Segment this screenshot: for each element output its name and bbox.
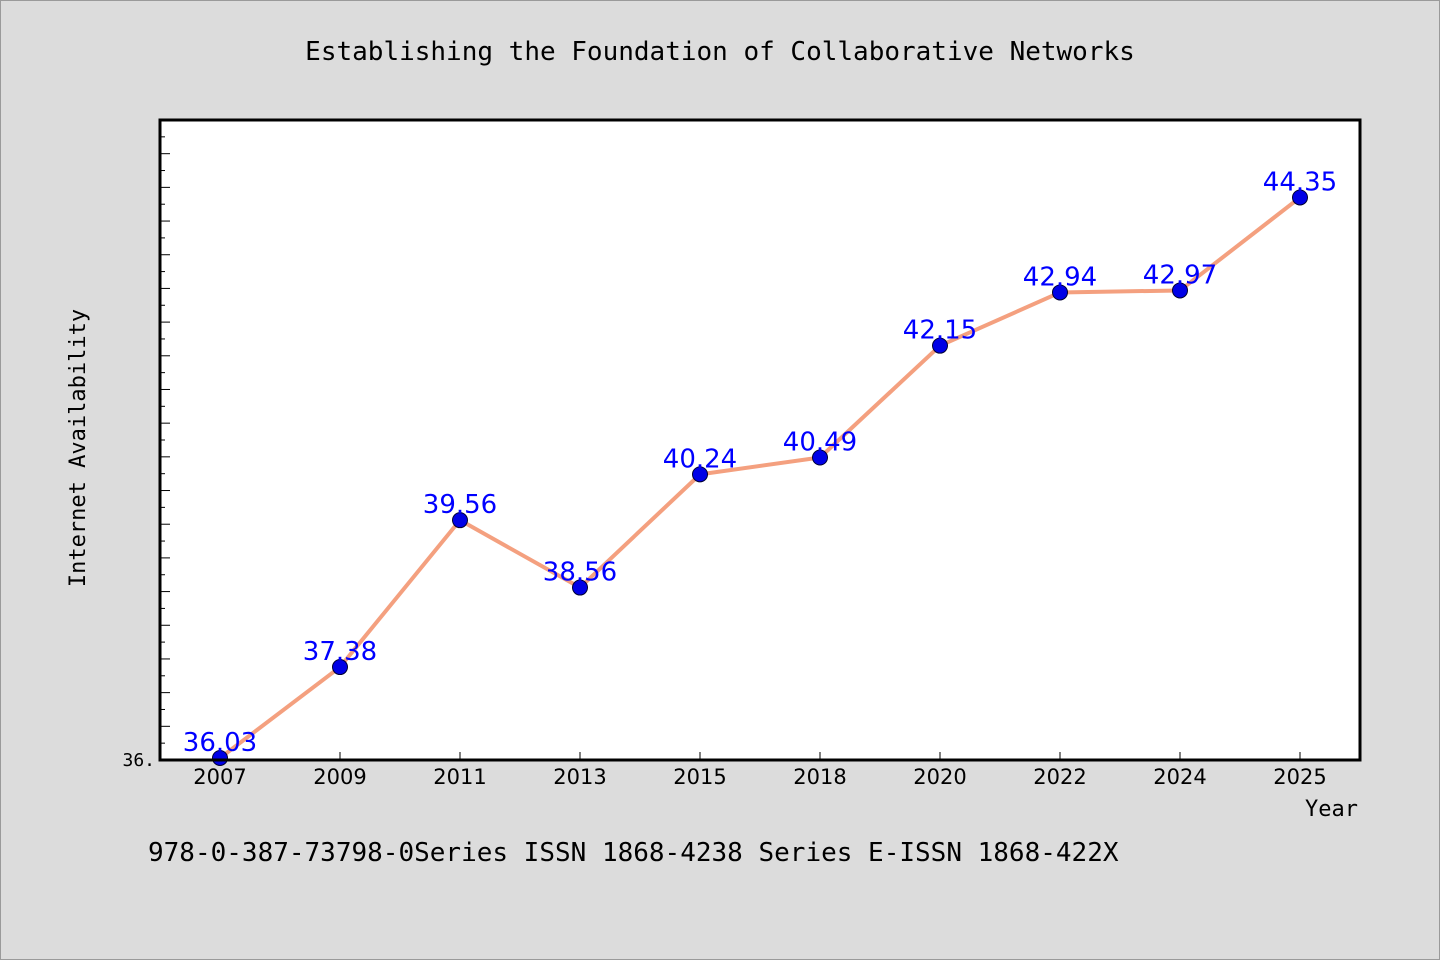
data-point xyxy=(452,512,468,529)
y-axis-label: Internet Availability xyxy=(66,309,91,587)
data-point xyxy=(1292,189,1308,206)
data-label: 42.97 xyxy=(1143,260,1217,290)
footer-text: 978-0-387-73798-0Series ISSN 1868-4238 S… xyxy=(148,838,1119,868)
x-tick-label: 2015 xyxy=(673,765,726,789)
data-point xyxy=(572,579,588,596)
data-label: 44.35 xyxy=(1263,167,1337,197)
x-axis: 2007 2009 2011 2013 2015 2018 2020 2022 2024 2025 xyxy=(193,752,1327,789)
data-point xyxy=(1172,282,1188,299)
data-point xyxy=(932,337,948,354)
x-tick-label: 2007 xyxy=(193,765,246,789)
data-label-layer: 36.03 37.38 39.56 38.56 40.24 40.49 42.15 42.94… xyxy=(183,167,1337,758)
y-tick-label: 36. xyxy=(122,750,155,771)
data-point xyxy=(1052,284,1068,301)
x-tick-label: 2011 xyxy=(433,765,486,789)
x-tick-label: 2020 xyxy=(913,765,966,789)
x-tick-label: 2024 xyxy=(1153,765,1206,789)
series-line xyxy=(218,195,1302,760)
data-label: 38.56 xyxy=(543,558,617,588)
data-label: 40.24 xyxy=(663,444,737,474)
x-tick-label: 2025 xyxy=(1273,765,1326,789)
data-label: 42.94 xyxy=(1023,262,1097,292)
data-point xyxy=(812,449,828,466)
plot-area xyxy=(160,120,1360,760)
series-layer xyxy=(212,189,1308,766)
data-label: 40.49 xyxy=(783,428,857,458)
plot-frame xyxy=(158,118,1362,762)
x-tick-label: 2018 xyxy=(793,765,846,789)
x-tick-label: 2022 xyxy=(1033,765,1086,789)
x-tick-label: 2013 xyxy=(553,765,606,789)
x-tick-label: 2009 xyxy=(313,765,366,789)
data-label: 39.56 xyxy=(423,490,497,520)
data-label: 42.15 xyxy=(903,316,977,346)
data-label: 36.03 xyxy=(183,728,257,758)
data-point xyxy=(332,659,348,676)
x-axis-label: Year xyxy=(1305,797,1358,822)
data-point xyxy=(212,749,228,766)
chart-title: Establishing the Foundation of Collabora… xyxy=(305,37,1135,67)
data-label: 37.38 xyxy=(303,637,377,667)
data-point xyxy=(692,466,708,483)
